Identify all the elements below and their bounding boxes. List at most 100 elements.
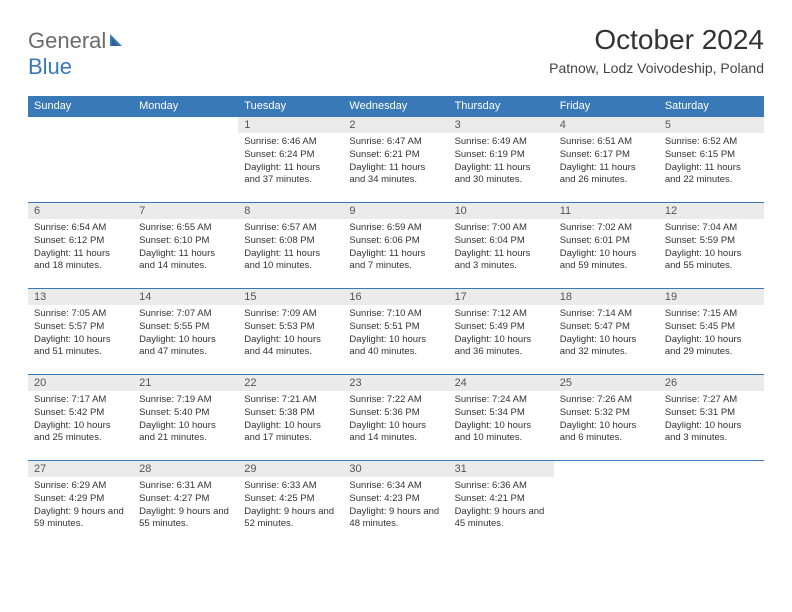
day-data: Sunrise: 7:14 AMSunset: 5:47 PMDaylight:…: [554, 305, 659, 362]
day-data: Sunrise: 6:34 AMSunset: 4:23 PMDaylight:…: [343, 477, 448, 534]
day-number: 24: [449, 375, 554, 391]
daylight-text: Daylight: 11 hours and 26 minutes.: [560, 162, 653, 188]
day-number: 31: [449, 461, 554, 477]
sunrise-text: Sunrise: 6:49 AM: [455, 136, 548, 149]
sunset-text: Sunset: 6:24 PM: [244, 149, 337, 162]
day-number: 30: [343, 461, 448, 477]
sunset-text: Sunset: 5:49 PM: [455, 321, 548, 334]
sunset-text: Sunset: 5:55 PM: [139, 321, 232, 334]
calendar-cell: 13Sunrise: 7:05 AMSunset: 5:57 PMDayligh…: [28, 289, 133, 375]
day-data: Sunrise: 6:59 AMSunset: 6:06 PMDaylight:…: [343, 219, 448, 276]
sunrise-text: Sunrise: 6:47 AM: [349, 136, 442, 149]
daylight-text: Daylight: 11 hours and 34 minutes.: [349, 162, 442, 188]
daylight-text: Daylight: 11 hours and 37 minutes.: [244, 162, 337, 188]
daylight-text: Daylight: 10 hours and 25 minutes.: [34, 420, 127, 446]
calendar-cell: 17Sunrise: 7:12 AMSunset: 5:49 PMDayligh…: [449, 289, 554, 375]
daylight-text: Daylight: 9 hours and 52 minutes.: [244, 506, 337, 532]
sunrise-text: Sunrise: 7:14 AM: [560, 308, 653, 321]
daylight-text: Daylight: 11 hours and 14 minutes.: [139, 248, 232, 274]
calendar-cell: 2Sunrise: 6:47 AMSunset: 6:21 PMDaylight…: [343, 117, 448, 203]
calendar-table: Sunday Monday Tuesday Wednesday Thursday…: [28, 96, 764, 547]
day-data: Sunrise: 6:33 AMSunset: 4:25 PMDaylight:…: [238, 477, 343, 534]
daylight-text: Daylight: 11 hours and 3 minutes.: [455, 248, 548, 274]
daylight-text: Daylight: 10 hours and 6 minutes.: [560, 420, 653, 446]
sunrise-text: Sunrise: 7:22 AM: [349, 394, 442, 407]
sunset-text: Sunset: 5:40 PM: [139, 407, 232, 420]
dayname-row: Sunday Monday Tuesday Wednesday Thursday…: [28, 96, 764, 117]
location-text: Patnow, Lodz Voivodeship, Poland: [549, 60, 764, 76]
sunset-text: Sunset: 4:29 PM: [34, 493, 127, 506]
day-number: 21: [133, 375, 238, 391]
calendar-cell: 14Sunrise: 7:07 AMSunset: 5:55 PMDayligh…: [133, 289, 238, 375]
sunset-text: Sunset: 5:34 PM: [455, 407, 548, 420]
daylight-text: Daylight: 10 hours and 21 minutes.: [139, 420, 232, 446]
day-data: Sunrise: 7:26 AMSunset: 5:32 PMDaylight:…: [554, 391, 659, 448]
sunset-text: Sunset: 5:57 PM: [34, 321, 127, 334]
sunset-text: Sunset: 5:45 PM: [665, 321, 758, 334]
sunset-text: Sunset: 6:12 PM: [34, 235, 127, 248]
day-data: Sunrise: 7:00 AMSunset: 6:04 PMDaylight:…: [449, 219, 554, 276]
calendar-cell: 5Sunrise: 6:52 AMSunset: 6:15 PMDaylight…: [659, 117, 764, 203]
day-data: Sunrise: 6:51 AMSunset: 6:17 PMDaylight:…: [554, 133, 659, 190]
daylight-text: Daylight: 10 hours and 36 minutes.: [455, 334, 548, 360]
sunrise-text: Sunrise: 6:29 AM: [34, 480, 127, 493]
sunset-text: Sunset: 6:06 PM: [349, 235, 442, 248]
daylight-text: Daylight: 10 hours and 59 minutes.: [560, 248, 653, 274]
day-number: 3: [449, 117, 554, 133]
sunrise-text: Sunrise: 6:57 AM: [244, 222, 337, 235]
daylight-text: Daylight: 10 hours and 3 minutes.: [665, 420, 758, 446]
sunset-text: Sunset: 6:08 PM: [244, 235, 337, 248]
calendar-cell: 22Sunrise: 7:21 AMSunset: 5:38 PMDayligh…: [238, 375, 343, 461]
dayname-sunday: Sunday: [28, 96, 133, 117]
day-number: 14: [133, 289, 238, 305]
calendar-cell: [659, 461, 764, 547]
day-number: 12: [659, 203, 764, 219]
day-number: 7: [133, 203, 238, 219]
sunset-text: Sunset: 4:25 PM: [244, 493, 337, 506]
sunset-text: Sunset: 5:51 PM: [349, 321, 442, 334]
sunrise-text: Sunrise: 7:21 AM: [244, 394, 337, 407]
calendar-cell: 25Sunrise: 7:26 AMSunset: 5:32 PMDayligh…: [554, 375, 659, 461]
logo: General Blue: [28, 28, 128, 80]
calendar-cell: 10Sunrise: 7:00 AMSunset: 6:04 PMDayligh…: [449, 203, 554, 289]
daylight-text: Daylight: 9 hours and 59 minutes.: [34, 506, 127, 532]
sunrise-text: Sunrise: 7:09 AM: [244, 308, 337, 321]
sunset-text: Sunset: 4:27 PM: [139, 493, 232, 506]
header: October 2024 Patnow, Lodz Voivodeship, P…: [549, 24, 764, 76]
sunrise-text: Sunrise: 6:59 AM: [349, 222, 442, 235]
calendar-cell: [133, 117, 238, 203]
sunrise-text: Sunrise: 6:55 AM: [139, 222, 232, 235]
day-number: 10: [449, 203, 554, 219]
daylight-text: Daylight: 9 hours and 55 minutes.: [139, 506, 232, 532]
day-data: Sunrise: 6:47 AMSunset: 6:21 PMDaylight:…: [343, 133, 448, 190]
sunrise-text: Sunrise: 7:04 AM: [665, 222, 758, 235]
sunrise-text: Sunrise: 6:33 AM: [244, 480, 337, 493]
sunrise-text: Sunrise: 7:07 AM: [139, 308, 232, 321]
sunrise-text: Sunrise: 7:02 AM: [560, 222, 653, 235]
day-number: 25: [554, 375, 659, 391]
day-number: 18: [554, 289, 659, 305]
sunset-text: Sunset: 5:59 PM: [665, 235, 758, 248]
day-data: Sunrise: 7:04 AMSunset: 5:59 PMDaylight:…: [659, 219, 764, 276]
calendar-cell: 15Sunrise: 7:09 AMSunset: 5:53 PMDayligh…: [238, 289, 343, 375]
day-number: 9: [343, 203, 448, 219]
daylight-text: Daylight: 10 hours and 17 minutes.: [244, 420, 337, 446]
day-number: 1: [238, 117, 343, 133]
sunset-text: Sunset: 5:38 PM: [244, 407, 337, 420]
day-data: Sunrise: 7:27 AMSunset: 5:31 PMDaylight:…: [659, 391, 764, 448]
calendar-row: 20Sunrise: 7:17 AMSunset: 5:42 PMDayligh…: [28, 375, 764, 461]
day-data: Sunrise: 6:57 AMSunset: 6:08 PMDaylight:…: [238, 219, 343, 276]
calendar-cell: 1Sunrise: 6:46 AMSunset: 6:24 PMDaylight…: [238, 117, 343, 203]
calendar-cell: 11Sunrise: 7:02 AMSunset: 6:01 PMDayligh…: [554, 203, 659, 289]
calendar-cell: 6Sunrise: 6:54 AMSunset: 6:12 PMDaylight…: [28, 203, 133, 289]
day-data: Sunrise: 6:46 AMSunset: 6:24 PMDaylight:…: [238, 133, 343, 190]
sunrise-text: Sunrise: 6:36 AM: [455, 480, 548, 493]
day-data: Sunrise: 6:54 AMSunset: 6:12 PMDaylight:…: [28, 219, 133, 276]
sunrise-text: Sunrise: 7:19 AM: [139, 394, 232, 407]
day-data: Sunrise: 7:21 AMSunset: 5:38 PMDaylight:…: [238, 391, 343, 448]
day-data: Sunrise: 6:29 AMSunset: 4:29 PMDaylight:…: [28, 477, 133, 534]
day-data: Sunrise: 7:09 AMSunset: 5:53 PMDaylight:…: [238, 305, 343, 362]
sunrise-text: Sunrise: 6:54 AM: [34, 222, 127, 235]
logo-text: General Blue: [28, 28, 128, 80]
sunrise-text: Sunrise: 7:00 AM: [455, 222, 548, 235]
